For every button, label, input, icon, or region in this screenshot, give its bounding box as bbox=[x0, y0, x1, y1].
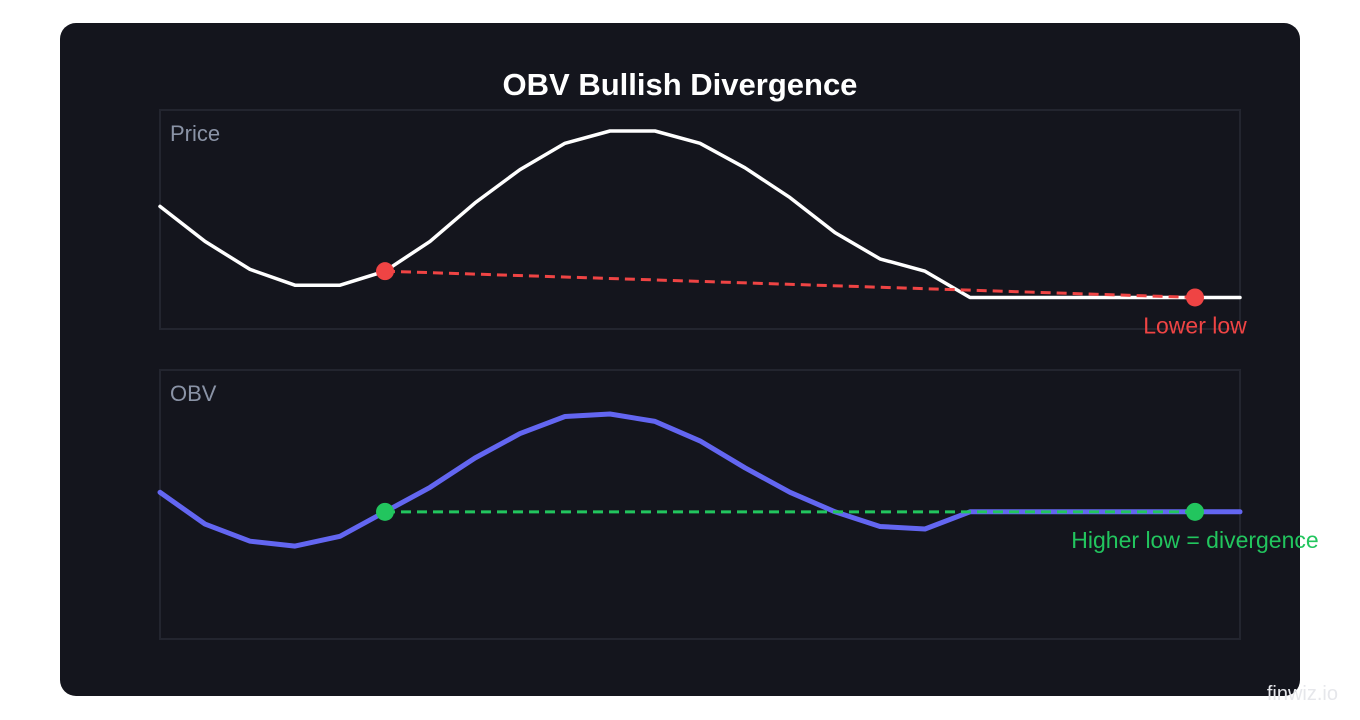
price-panel: Price Lower low bbox=[158, 109, 1247, 338]
chart-card: OBV Bullish Divergence bbox=[60, 23, 1300, 696]
price-low-point-end bbox=[1186, 288, 1204, 307]
obv-panel: OBV Higher low = divergence bbox=[157, 369, 1319, 640]
price-series-line bbox=[158, 129, 1242, 300]
price-panel-frame bbox=[159, 109, 1241, 330]
price-low-point-start bbox=[376, 262, 394, 281]
obv-low-point-start bbox=[376, 502, 394, 521]
watermark: finwiz.io bbox=[1266, 683, 1338, 705]
obv-panel-frame bbox=[159, 369, 1241, 640]
obv-annotation: Higher low = divergence bbox=[1071, 527, 1318, 553]
chart-title: OBV Bullish Divergence bbox=[502, 67, 858, 102]
obv-low-point-end bbox=[1186, 502, 1204, 521]
price-trendline bbox=[384, 269, 1196, 299]
price-panel-label: Price bbox=[170, 121, 220, 146]
obv-panel-label: OBV bbox=[170, 381, 217, 406]
price-annotation: Lower low bbox=[1143, 312, 1247, 338]
